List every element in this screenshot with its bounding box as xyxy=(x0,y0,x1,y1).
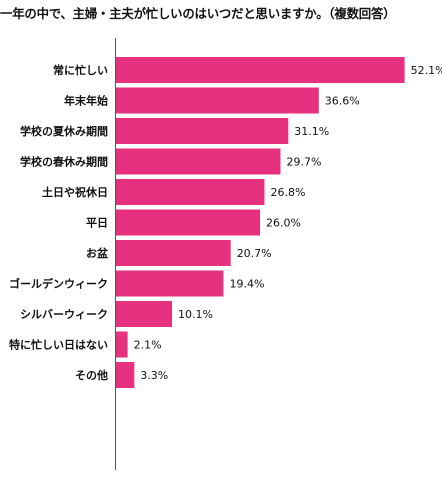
bar-0 xyxy=(116,57,405,83)
category-label-2: 学校の夏休み期間 xyxy=(20,124,108,138)
value-label-10: 3.3% xyxy=(140,369,168,382)
category-label-7: ゴールデンウィーク xyxy=(9,277,108,291)
bar-3 xyxy=(116,148,281,175)
bar-6 xyxy=(116,240,231,266)
category-label-8: シルバーウィーク xyxy=(20,308,108,321)
value-label-7: 19.4% xyxy=(230,278,265,291)
category-label-6: お盆 xyxy=(86,246,109,260)
chart-title: 一年の中で、主婦・主夫が忙しいのはいつだと思いますか。（複数回答） xyxy=(0,6,396,21)
value-label-0: 52.1% xyxy=(411,64,442,77)
value-label-1: 36.6% xyxy=(325,95,360,108)
value-label-2: 31.1% xyxy=(294,125,329,138)
category-label-1: 年末年始 xyxy=(64,94,108,108)
value-label-8: 10.1% xyxy=(178,308,213,321)
bar-4 xyxy=(116,179,265,205)
category-label-9: 特に忙しい日はない xyxy=(9,338,108,352)
bar-9 xyxy=(116,331,128,358)
category-label-0: 常に忙しい xyxy=(53,63,108,77)
category-label-10: その他 xyxy=(75,368,108,382)
bar-10 xyxy=(116,362,135,388)
value-label-4: 26.8% xyxy=(271,186,306,199)
value-label-9: 2.1% xyxy=(134,339,162,352)
bar-8 xyxy=(116,301,172,327)
bar-2 xyxy=(116,118,289,144)
category-label-3: 学校の春休み期間 xyxy=(20,155,108,169)
labels-layer: 常に忙しい 52.1% 年末年始 36.6% 学校の夏休み期間 31.1% 学校の春休み期間… xyxy=(9,63,442,382)
bar-5 xyxy=(116,209,260,236)
bars-layer xyxy=(116,57,405,388)
bar-7 xyxy=(116,270,224,297)
value-label-3: 29.7% xyxy=(287,156,322,169)
bar-1 xyxy=(116,87,319,114)
value-label-5: 26.0% xyxy=(266,217,301,230)
value-label-6: 20.7% xyxy=(237,247,272,260)
category-label-5: 平日 xyxy=(86,217,108,230)
category-label-4: 土日や祝休日 xyxy=(42,185,108,199)
